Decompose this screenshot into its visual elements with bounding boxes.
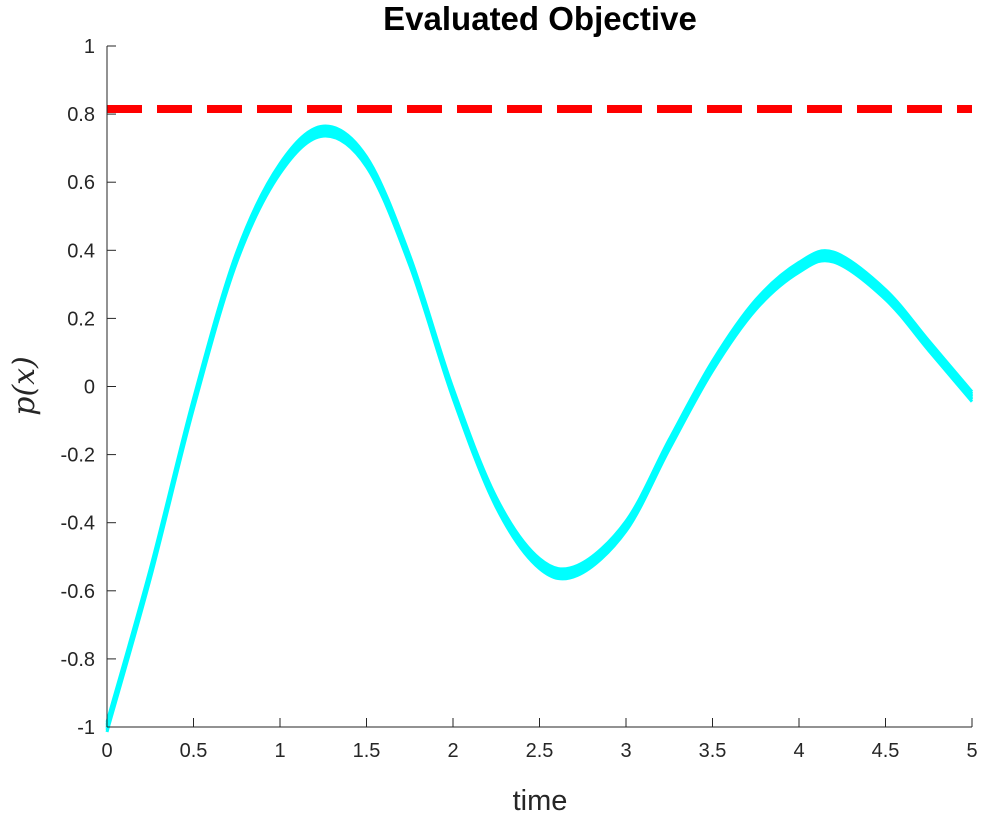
y-tick-label: 0.2: [67, 308, 95, 330]
y-ticks: -1 -0.8 -0.6 -0.4 -0.2 0 0.2 0.4 0.6 0.8 1: [61, 36, 116, 739]
objective-trace: [105, 129, 974, 728]
y-tick-label: -0.6: [61, 581, 95, 603]
axes: [106, 46, 972, 728]
objective-trace: [105, 134, 974, 733]
objective-trace: [105, 132, 974, 731]
x-ticks: 0 0.5 1 1.5 2 2.5 3 3.5 4 4.5 5: [101, 718, 978, 762]
y-tick-label: 1: [84, 36, 95, 58]
objective-trace: [105, 128, 974, 726]
objective-trace: [105, 124, 974, 723]
x-tick-label: 2: [447, 740, 458, 762]
x-tick-label: 5: [966, 740, 977, 762]
objective-trace: [105, 126, 974, 725]
y-tick-label: 0.6: [67, 172, 95, 194]
plot-area: [105, 104, 974, 733]
chart-title: Evaluated Objective: [383, 0, 697, 37]
y-tick-label: 0.8: [67, 104, 95, 126]
objective-trace: [105, 131, 974, 729]
x-tick-label: 1: [274, 740, 285, 762]
x-tick-label: 0.5: [180, 740, 208, 762]
x-tick-label: 4: [793, 740, 804, 762]
y-tick-label: 0: [84, 377, 95, 399]
y-tick-label: -0.8: [61, 649, 95, 671]
x-tick-label: 0: [101, 740, 112, 762]
y-axis-label: p(x): [7, 356, 42, 416]
x-tick-label: 3.5: [699, 740, 727, 762]
y-tick-label: -1: [77, 717, 95, 739]
x-tick-label: 4.5: [872, 740, 900, 762]
x-tick-label: 3: [620, 740, 631, 762]
y-tick-label: -0.4: [61, 513, 95, 535]
x-tick-label: 1.5: [353, 740, 381, 762]
x-tick-label: 2.5: [526, 740, 554, 762]
y-tick-label: 0.4: [67, 240, 95, 262]
y-tick-label: -0.2: [61, 445, 95, 467]
x-axis-label: time: [513, 785, 568, 814]
